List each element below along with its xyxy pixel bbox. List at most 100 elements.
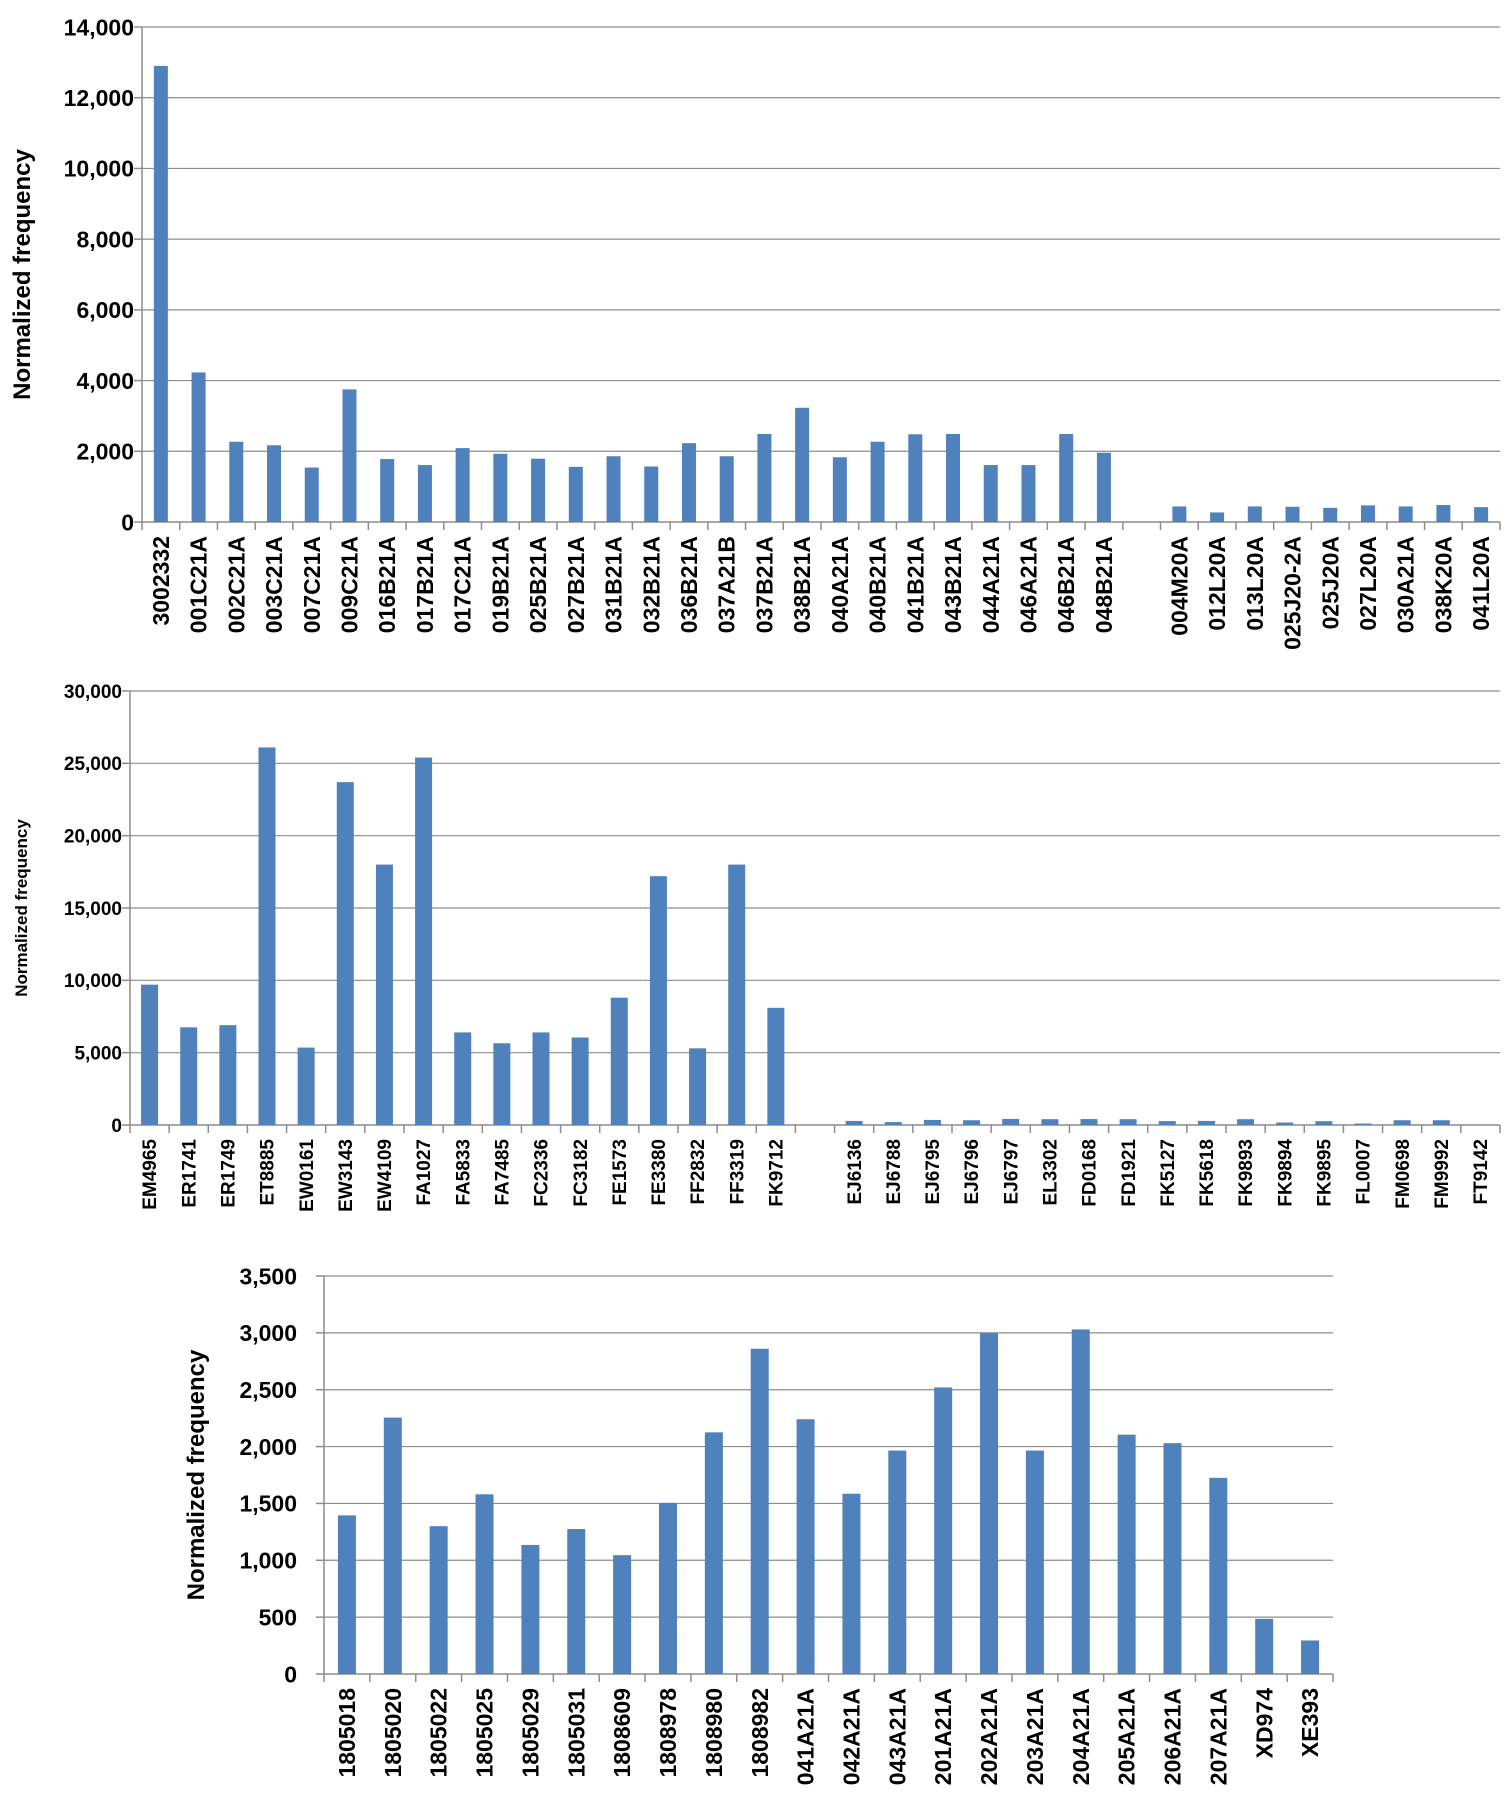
y-tick-label: 6,000 [76,297,134,323]
x-tick-label: 036B21A [676,536,702,633]
x-tick-label: 041L20A [1468,536,1494,631]
x-tick-label: FK5618 [1197,1139,1218,1207]
bar-041B21A [908,434,923,522]
x-tick-label: 043A21A [884,1688,910,1785]
x-tick-label: 016B21A [374,536,400,633]
y-tick-label: 4,000 [76,368,134,394]
bar-030A21A [1398,506,1413,522]
bar-EJ6797 [1002,1118,1020,1125]
x-tick-label: ER1749 [219,1139,240,1208]
bar-3002332 [153,65,168,523]
x-tick-label: EJ6796 [962,1139,983,1205]
bar-1805031 [567,1529,586,1674]
bar-042A21A [842,1493,861,1674]
bar-043B21A [946,433,961,522]
bar-041L20A [1474,507,1489,522]
x-tick-label: 1805018 [334,1688,360,1778]
bar-FF3319 [728,864,746,1125]
x-tick-label: 1808609 [609,1688,635,1778]
y-axis-title: Normalized frequency [183,1349,210,1600]
bar-ER1741 [180,1027,198,1125]
bar-1805022 [429,1526,448,1674]
bar-FA1027 [415,757,433,1125]
bar-FE1573 [610,997,628,1125]
bar-FD0168 [1080,1119,1098,1125]
bar-037A21B [719,456,734,522]
bar-EW0161 [297,1047,315,1125]
bar-036B21A [681,443,696,522]
bar-FK9893 [1237,1119,1255,1125]
bar-027B21A [568,466,583,522]
bar-1805018 [337,1515,356,1674]
x-tick-label: 009C21A [337,536,363,633]
x-tick-label: EW0161 [297,1139,318,1212]
x-tick-label: 046A21A [1016,536,1042,633]
bar-FM0698 [1393,1120,1411,1125]
x-tick-label: FL0007 [1354,1139,1375,1204]
bar-037B21A [757,433,772,522]
x-tick-label: 041B21A [902,536,928,633]
x-tick-label: 207A21A [1205,1688,1231,1785]
bar-046B21A [1059,433,1074,522]
x-tick-label: 037A21B [714,536,740,633]
bar-040A21A [832,457,847,522]
x-tick-label: 032B21A [638,536,664,633]
y-tick-label: 0 [111,1116,122,1137]
x-tick-label: 046B21A [1053,536,1079,633]
bar-EM4965 [141,984,159,1125]
x-tick-label: 1805031 [563,1688,589,1778]
bar-043A21A [888,1450,907,1674]
x-tick-label: 007C21A [299,536,325,633]
bar-027L20A [1360,505,1375,522]
bar-207A21A [1209,1477,1228,1674]
y-tick-label: 1,500 [239,1491,297,1517]
bar-EW3143 [336,782,354,1125]
y-tick-label: 500 [259,1604,297,1630]
x-tick-label: 1808982 [747,1688,773,1778]
bar-FK9712 [767,1007,785,1125]
bar-203A21A [1025,1450,1044,1674]
bar-FC2336 [532,1032,550,1125]
x-tick-label: 019B21A [487,536,513,633]
y-tick-label: 2,000 [76,439,134,465]
bar-XD974 [1255,1618,1274,1674]
x-tick-label: EJ6797 [1001,1139,1022,1205]
bar-046A21A [1021,465,1036,522]
bar-206A21A [1163,1443,1182,1674]
x-tick-label: 041A21A [793,1688,819,1785]
x-tick-label: FM0698 [1393,1139,1414,1209]
x-tick-label: ER1741 [179,1139,200,1208]
x-tick-label: 027L20A [1355,536,1381,631]
bar-017C21A [455,448,470,522]
bar-EL3302 [1041,1119,1059,1125]
bar-FE3380 [649,876,667,1125]
bar-017B21A [417,465,432,522]
chart-2: 0 5,000 10,000 15,000 20,000 25,000 30,000 Norm… [12,682,1501,1212]
bar-ER1749 [219,1025,237,1125]
x-tick-label: 012L20A [1204,536,1230,631]
bar-038B21A [795,407,810,522]
x-tick-label: FA1027 [414,1139,435,1206]
chart-1: 0 2,000 4,000 6,000 8,000 10,000 12,000 14,000 N… [9,14,1501,650]
x-tick-label: EJ6136 [845,1139,866,1205]
bar-048B21A [1096,452,1111,522]
bar-002C21A [229,441,244,522]
x-tick-label: EL3302 [1041,1139,1062,1206]
y-axis-title: Normalized frequency [12,819,31,997]
bar-FM9992 [1432,1120,1450,1125]
x-tick-label: FE1573 [610,1139,631,1206]
y-tick-label: 0 [121,509,134,535]
bar-FD1921 [1119,1119,1137,1125]
bar-FC3182 [571,1037,589,1125]
y-tick-label: 0 [284,1661,297,1687]
bar-201A21A [934,1387,953,1674]
y-tick-label: 20,000 [64,827,122,848]
x-tick-label: FF3319 [727,1139,748,1204]
x-tick-label: FK9894 [1275,1139,1296,1207]
x-tick-label: 1808978 [655,1688,681,1778]
x-tick-label: 202A21A [976,1688,1002,1785]
bar-FK9895 [1315,1121,1333,1125]
bar-019B21A [493,453,508,522]
x-tick-label: XE393 [1297,1688,1323,1757]
